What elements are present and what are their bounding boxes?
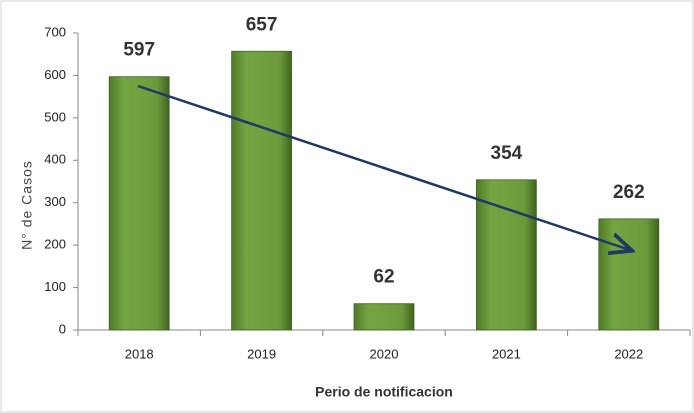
y-tick-label: 700 [44,24,66,39]
y-tick-label: 200 [44,237,66,252]
y-tick-label: 300 [44,194,66,209]
x-tick-label: 2019 [247,346,276,361]
bar [353,303,415,331]
plot-area: 0 100 200 300 400 500 600 700 2018 597 2019 657 2020… [44,14,691,361]
x-tick-label: 2022 [614,346,643,361]
y-tick-label: 500 [44,109,66,124]
y-tick-label: 600 [44,67,66,82]
bar [598,218,660,331]
value-label: 62 [373,267,394,288]
bar [231,50,292,331]
y-tick-label: 100 [44,279,66,294]
x-axis-title: Perio de notificacion [315,384,453,400]
bar [476,179,537,331]
bar [108,76,170,331]
x-tick-label: 2021 [492,346,521,361]
value-label: 597 [123,40,155,61]
x-tick-label: 2018 [125,346,154,361]
value-label: 657 [246,14,278,35]
value-label: 262 [613,182,645,203]
y-tick-label: 0 [59,321,66,336]
value-label: 354 [491,143,523,164]
x-tick-label: 2020 [370,346,399,361]
y-axis-title: N° de Casos [19,160,35,250]
y-tick-label: 400 [44,152,66,167]
trend-arrow [137,84,630,250]
